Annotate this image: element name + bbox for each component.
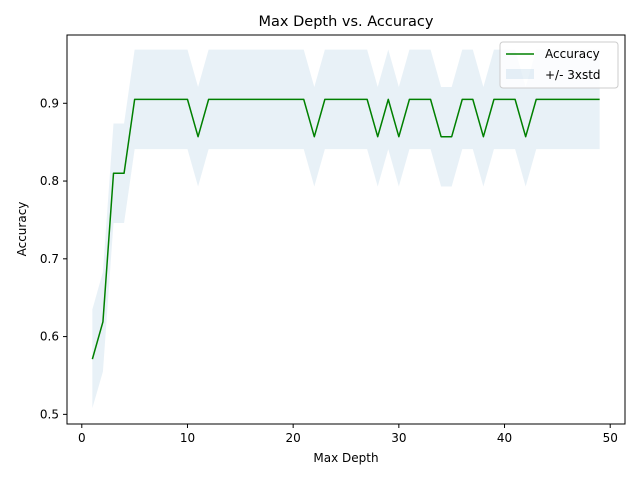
line-layer [91,98,600,360]
legend: Accuracy +/- 3xstd [499,41,619,89]
y-tick-label: 0.8 [40,174,59,188]
legend-band-label: +/- 3xstd [545,68,601,82]
x-ticks: 0 10 20 30 40 50 [78,424,618,445]
band-layer [92,49,600,409]
x-tick-label: 50 [603,431,618,445]
x-axis-label: Max Depth [313,451,378,465]
y-tick-label: 0.7 [40,252,59,266]
y-tick-label: 0.6 [40,330,59,344]
x-tick-label: 10 [180,431,195,445]
legend-accuracy-label: Accuracy [545,47,600,61]
x-tick-label: 30 [391,431,406,445]
y-tick-label: 0.9 [40,96,59,110]
x-tick-label: 40 [497,431,512,445]
y-ticks: 0.5 0.6 0.7 0.8 0.9 [40,96,67,421]
x-tick-label: 0 [78,431,86,445]
legend-band-swatch [506,69,534,79]
chart-title: Max Depth vs. Accuracy [259,14,434,30]
y-axis-label: Accuracy [15,202,29,257]
std-band [92,49,600,409]
x-tick-label: 20 [286,431,301,445]
axes-frame [66,34,626,425]
y-tick-label: 0.5 [40,407,59,421]
